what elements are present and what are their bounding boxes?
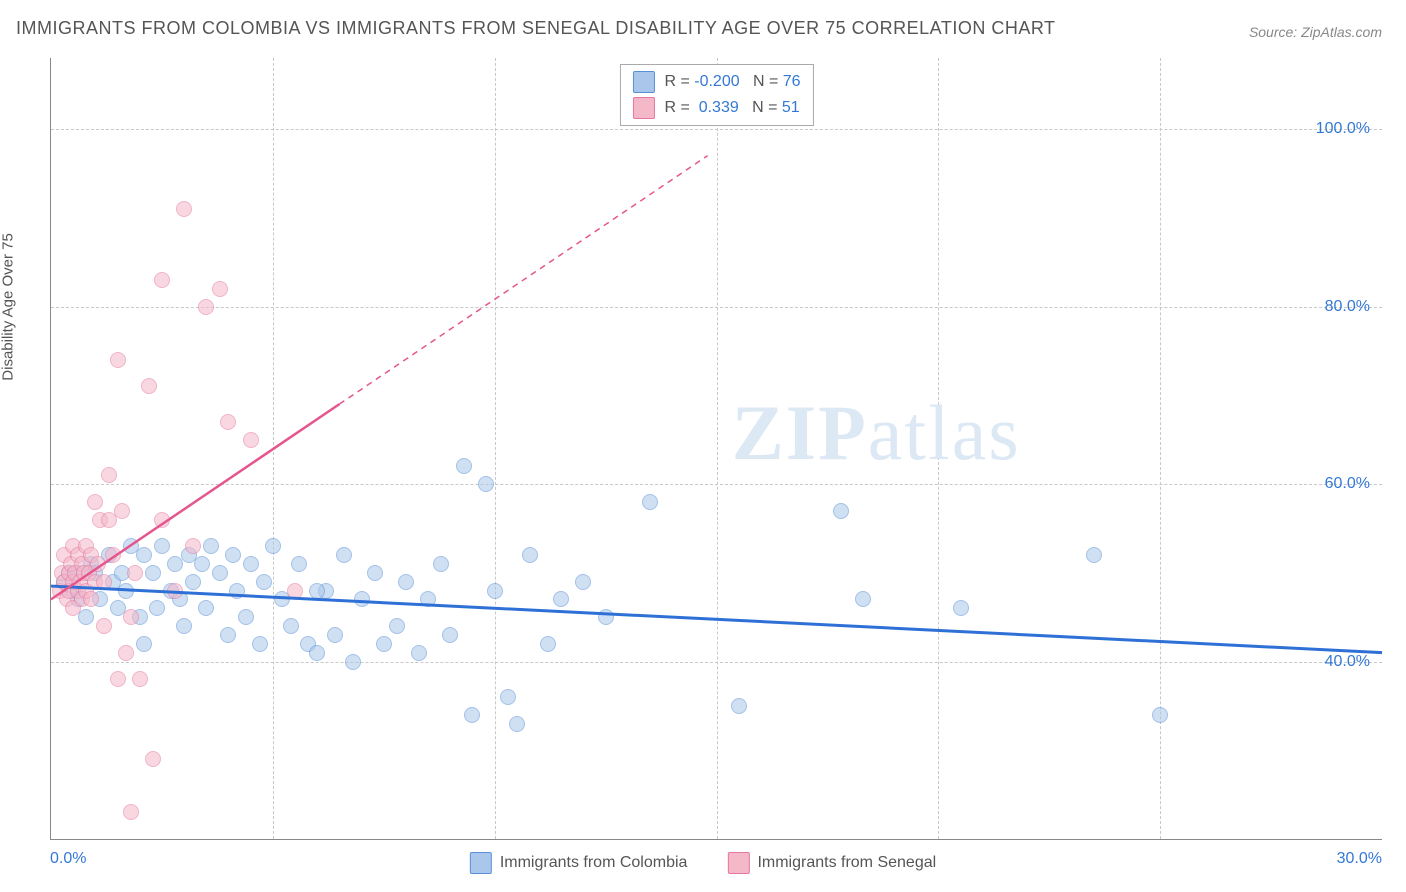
stats-r-label: R = -0.200 N = 76: [664, 69, 800, 95]
legend-label-colombia: Immigrants from Colombia: [500, 854, 688, 872]
stats-r-label: R = 0.339 N = 51: [664, 95, 799, 121]
legend-label-senegal: Immigrants from Senegal: [757, 854, 936, 872]
stats-legend: R = -0.200 N = 76R = 0.339 N = 51: [619, 64, 813, 126]
trend-line-senegal: [51, 404, 339, 599]
legend-item-colombia: Immigrants from Colombia: [470, 852, 688, 874]
stats-legend-row-senegal: R = 0.339 N = 51: [632, 95, 800, 121]
x-tick-min: 0.0%: [50, 850, 86, 868]
legend-swatch-bottom-colombia: [470, 852, 492, 874]
series-legend: Immigrants from Colombia Immigrants from …: [470, 852, 936, 874]
trend-line-ext-senegal: [339, 156, 707, 405]
trend-lines-layer: [51, 58, 1382, 839]
plot-area: ZIPatlas R = -0.200 N = 76R = 0.339 N = …: [50, 58, 1382, 840]
legend-swatch-colombia: [632, 71, 654, 93]
chart-title: IMMIGRANTS FROM COLOMBIA VS IMMIGRANTS F…: [16, 18, 1056, 39]
trend-line-colombia: [51, 586, 1382, 653]
stats-legend-row-colombia: R = -0.200 N = 76: [632, 69, 800, 95]
legend-swatch-senegal: [632, 97, 654, 119]
x-tick-max: 30.0%: [1337, 850, 1382, 868]
source-label: Source: ZipAtlas.com: [1249, 24, 1382, 40]
legend-item-senegal: Immigrants from Senegal: [727, 852, 936, 874]
legend-swatch-bottom-senegal: [727, 852, 749, 874]
y-axis-label: Disability Age Over 75: [0, 233, 17, 381]
